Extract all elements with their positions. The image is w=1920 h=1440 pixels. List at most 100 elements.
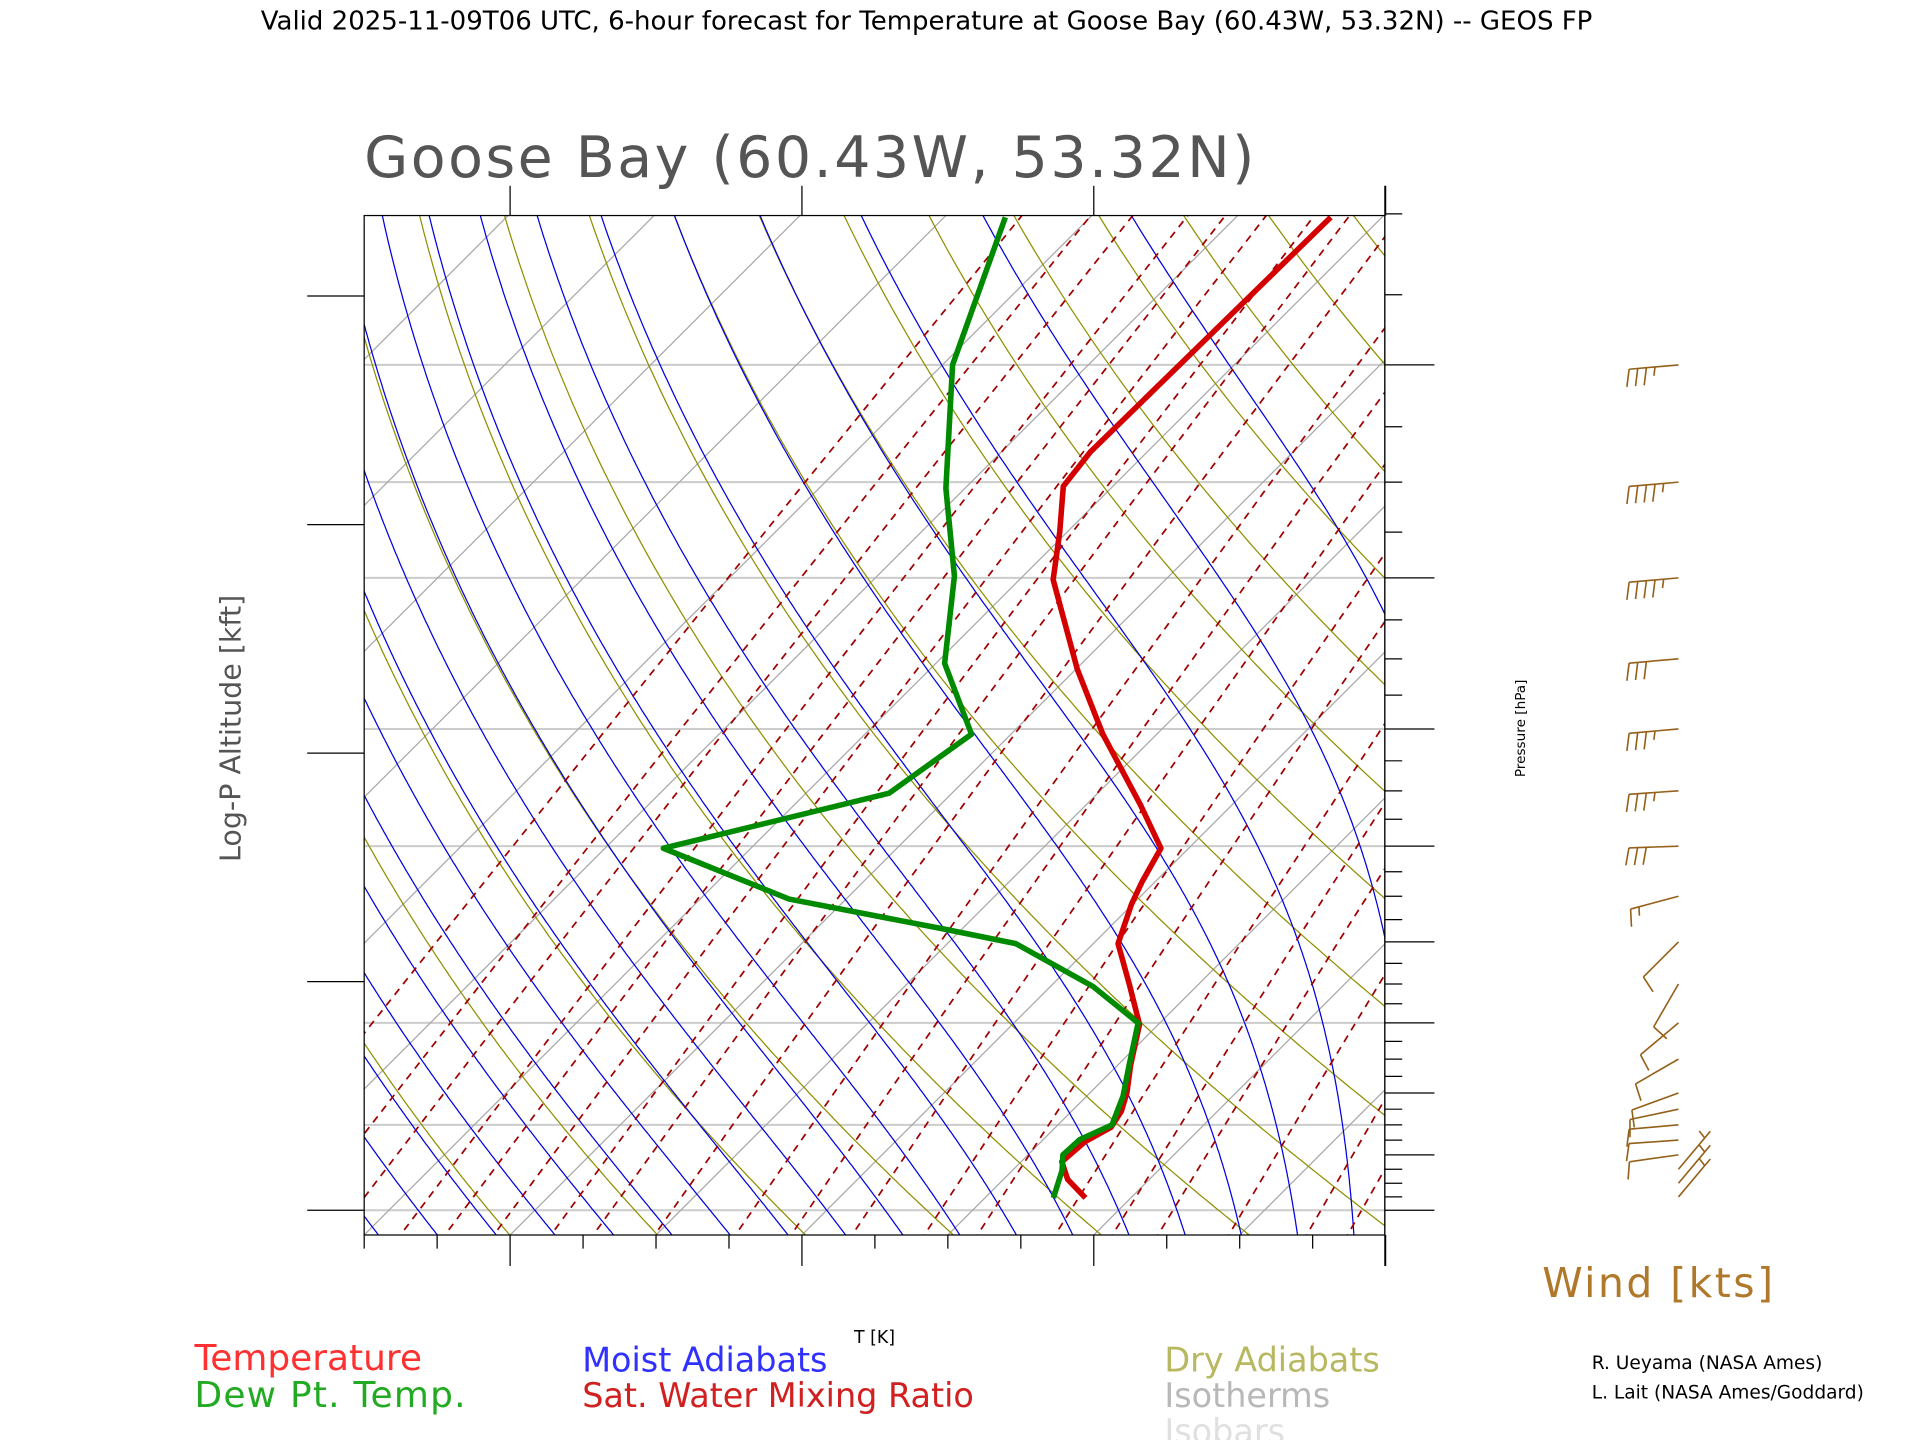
- wind-barb-flag: [1653, 1026, 1668, 1040]
- wind-barb: [1677, 1158, 1711, 1198]
- wind-barb: [1629, 1108, 1679, 1138]
- mixing-ratio-line: [976, 619, 1385, 1235]
- wind-barb: [1626, 728, 1679, 751]
- isotherm-line: [364, 215, 1093, 945]
- wind-barb-flag: [1629, 909, 1633, 927]
- wind-barb-flag: [1643, 731, 1648, 750]
- wind-barb: [1634, 1058, 1679, 1102]
- y2-axis-label: Pressure [hPa]: [1513, 680, 1529, 778]
- isotherm-line: [0, 178, 400, 1241]
- wind-barb-shaft: [1628, 790, 1679, 796]
- legend-isobars: Isobars: [1164, 1412, 1285, 1440]
- wind-barb-half: [1653, 730, 1656, 740]
- mixing-ratio-line: [1395, 178, 1920, 1241]
- dry-adiabat-line: [503, 215, 1251, 1235]
- mixing-ratio-line: [364, 215, 1092, 1136]
- isotherm-line: [364, 215, 947, 799]
- wind-barb-shaft: [1629, 1108, 1679, 1121]
- wind-barb: [1625, 845, 1679, 866]
- wind-barb-flag: [1642, 847, 1648, 865]
- mixing-ratio-line: [592, 215, 1351, 1235]
- wind-barb-shaft: [1630, 895, 1679, 910]
- isotherm-line: [801, 651, 1385, 1235]
- isotherm-line: [1238, 1088, 1385, 1235]
- dry-adiabat-line: [843, 215, 1385, 900]
- dry-adiabat-line: [0, 178, 366, 1241]
- wind-barb-shaft: [1642, 941, 1680, 978]
- wind-barb-half: [1653, 366, 1656, 376]
- dry-adiabat-line: [1182, 215, 1385, 473]
- credit-2: L. Lait (NASA Ames/Goddard): [1592, 1383, 1864, 1404]
- wind-barb: [1626, 577, 1679, 600]
- mixing-ratio-line: [1517, 178, 1920, 1241]
- isotherm-line: [1672, 178, 1920, 1241]
- mixing-ratio-line: [1111, 801, 1385, 1235]
- legend-dewpoint: Dew Pt. Temp.: [194, 1375, 466, 1416]
- wind-barb-shaft: [1639, 1022, 1679, 1056]
- wind-barb-flag: [1642, 976, 1654, 993]
- wind-barb-half: [1652, 792, 1656, 802]
- legend-dry: Dry Adiabats: [1164, 1340, 1379, 1379]
- mixing-ratio-line: [653, 235, 1385, 1235]
- wind-barb-flag: [1643, 661, 1648, 680]
- moist-adiabat-line: [364, 589, 789, 1235]
- dry-adiabat-line: [1824, 178, 1920, 1241]
- wind-barb-flag: [1626, 369, 1630, 387]
- moist-adiabat-line: [364, 322, 904, 1235]
- mixing-ratio-line: [443, 215, 1227, 1235]
- moist-adiabat-line: [536, 215, 1130, 1235]
- wind-barb-shaft: [1629, 1124, 1679, 1130]
- axes: [307, 185, 1435, 1266]
- mixing-ratio-line: [364, 215, 1024, 1035]
- wind-barb: [1677, 1144, 1711, 1184]
- wind-barb-flag: [1639, 1054, 1650, 1071]
- wind-barb: [1625, 1139, 1679, 1162]
- isotherm-line: [364, 215, 655, 507]
- moist-adiabat-line: [364, 1054, 498, 1235]
- wind-barb: [1629, 895, 1679, 927]
- y-axis-label: Log-P Altitude [kft]: [214, 595, 247, 862]
- wind-barb: [1627, 1154, 1679, 1180]
- wind-barb-shaft: [1629, 728, 1679, 735]
- wind-barb-half: [1698, 1144, 1706, 1153]
- wind-barb-flag: [1652, 579, 1656, 598]
- dry-adiabat-line: [1267, 215, 1385, 366]
- isotherm-line: [946, 797, 1385, 1235]
- legend-moist: Moist Adiabats: [582, 1340, 827, 1379]
- moist-adiabat-line: [364, 696, 731, 1235]
- mixing-ratio-line: [1346, 1167, 1385, 1235]
- dry-adiabat-line: [1658, 178, 1920, 1241]
- dry-adiabat-line: [1409, 178, 1920, 1241]
- wind-barb-flag: [1634, 662, 1639, 681]
- chart-title: Goose Bay (60.43W, 53.32N): [364, 125, 1257, 191]
- temperature-line: [1050, 215, 1333, 1200]
- wind-label: Wind [kts]: [1542, 1259, 1775, 1307]
- dewpoint-line: [660, 216, 1141, 1199]
- wind-barb-shaft: [1629, 481, 1679, 488]
- mixing-ratio-line: [1227, 972, 1385, 1235]
- dry-adiabat-line: [364, 609, 807, 1235]
- mixing-ratio-line: [364, 215, 1134, 1199]
- wind-barb-half: [1698, 1130, 1706, 1139]
- dry-adiabat-line: [758, 215, 1385, 1008]
- wind-barb: [1626, 658, 1679, 681]
- legend-mixing: Sat. Water Mixing Ratio: [582, 1376, 974, 1415]
- wind-barb-flag: [1643, 792, 1648, 811]
- moist-adiabat-line: [673, 215, 1242, 1235]
- wind-barb-half: [1698, 1158, 1706, 1167]
- moist-adiabat-line: [364, 1135, 439, 1235]
- wind-barb-flag: [1643, 367, 1648, 386]
- wind-barb-flag: [1634, 485, 1639, 504]
- dry-adiabat-line: [1013, 215, 1385, 686]
- wind-barb-flag: [1626, 663, 1630, 681]
- x-axis-label: T [K]: [853, 1328, 895, 1348]
- legend-isotherms: Isotherms: [1164, 1376, 1330, 1415]
- dry-adiabat-line: [1098, 215, 1385, 580]
- mixing-ratio-line: [1305, 1097, 1385, 1235]
- moist-adiabat-line: [428, 215, 1018, 1235]
- wind-barb-shaft: [1629, 577, 1679, 583]
- wind-barbs: [1625, 364, 1711, 1198]
- moist-adiabat-line: [381, 215, 961, 1235]
- mixing-ratio-line: [1463, 178, 1920, 1241]
